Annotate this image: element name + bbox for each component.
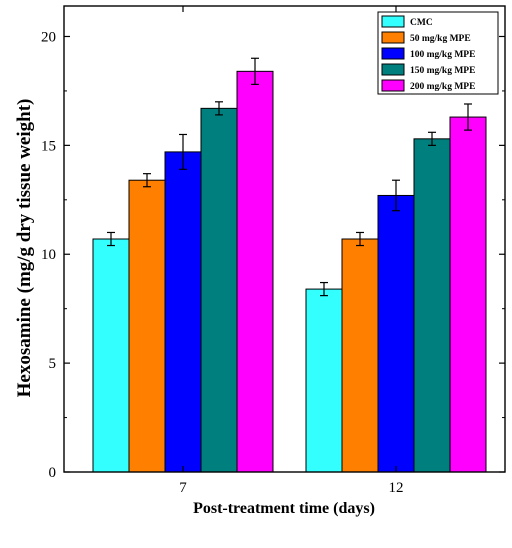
- bar-200-mg-kg-mpe-day-12: [449, 116, 487, 473]
- bar-100-mg-kg-mpe-day-7: [164, 151, 202, 473]
- legend: CMC 50 mg/kg MPE 100 mg/kg MPE 150 mg/kg MP…: [377, 11, 499, 95]
- bars-layer: [92, 57, 487, 473]
- legend-label: 200 mg/kg MPE: [410, 82, 475, 92]
- axes-layer: 0 5 10 15 20 7 12: [41, 5, 506, 496]
- bar-cmc-day-7: [92, 238, 130, 473]
- legend-label: 100 mg/kg MPE: [410, 50, 475, 60]
- legend-swatch: [381, 15, 405, 28]
- bar-50-mg-kg-mpe-day-12: [341, 238, 379, 473]
- legend-swatch: [381, 47, 405, 60]
- legend-label: CMC: [410, 18, 433, 28]
- x-tick-label: 7: [179, 480, 187, 496]
- y-tick-label: 20: [41, 29, 56, 45]
- bar-150-mg-kg-mpe-day-12: [413, 138, 451, 473]
- legend-swatch: [381, 31, 405, 44]
- legend-label: 150 mg/kg MPE: [410, 66, 475, 76]
- bar-150-mg-kg-mpe-day-7: [200, 107, 238, 473]
- y-axis-label: Hexosamine (mg/g dry tissue weight): [14, 99, 35, 398]
- bar-50-mg-kg-mpe-day-7: [128, 179, 166, 473]
- y-tick-label: 5: [49, 356, 57, 372]
- plot-frame: [63, 5, 506, 473]
- x-axis-label: Post-treatment time (days): [193, 500, 375, 517]
- legend-swatch: [381, 63, 405, 76]
- legend-label: 50 mg/kg MPE: [410, 34, 471, 44]
- x-tick-label: 12: [389, 480, 404, 496]
- bar-100-mg-kg-mpe-day-12: [377, 194, 415, 473]
- bar-cmc-day-12: [305, 288, 343, 473]
- legend-swatch: [381, 79, 405, 92]
- bar-200-mg-kg-mpe-day-7: [236, 70, 274, 473]
- y-tick-label: 10: [41, 247, 56, 263]
- y-tick-label: 0: [49, 465, 57, 481]
- y-tick-label: 15: [41, 138, 56, 154]
